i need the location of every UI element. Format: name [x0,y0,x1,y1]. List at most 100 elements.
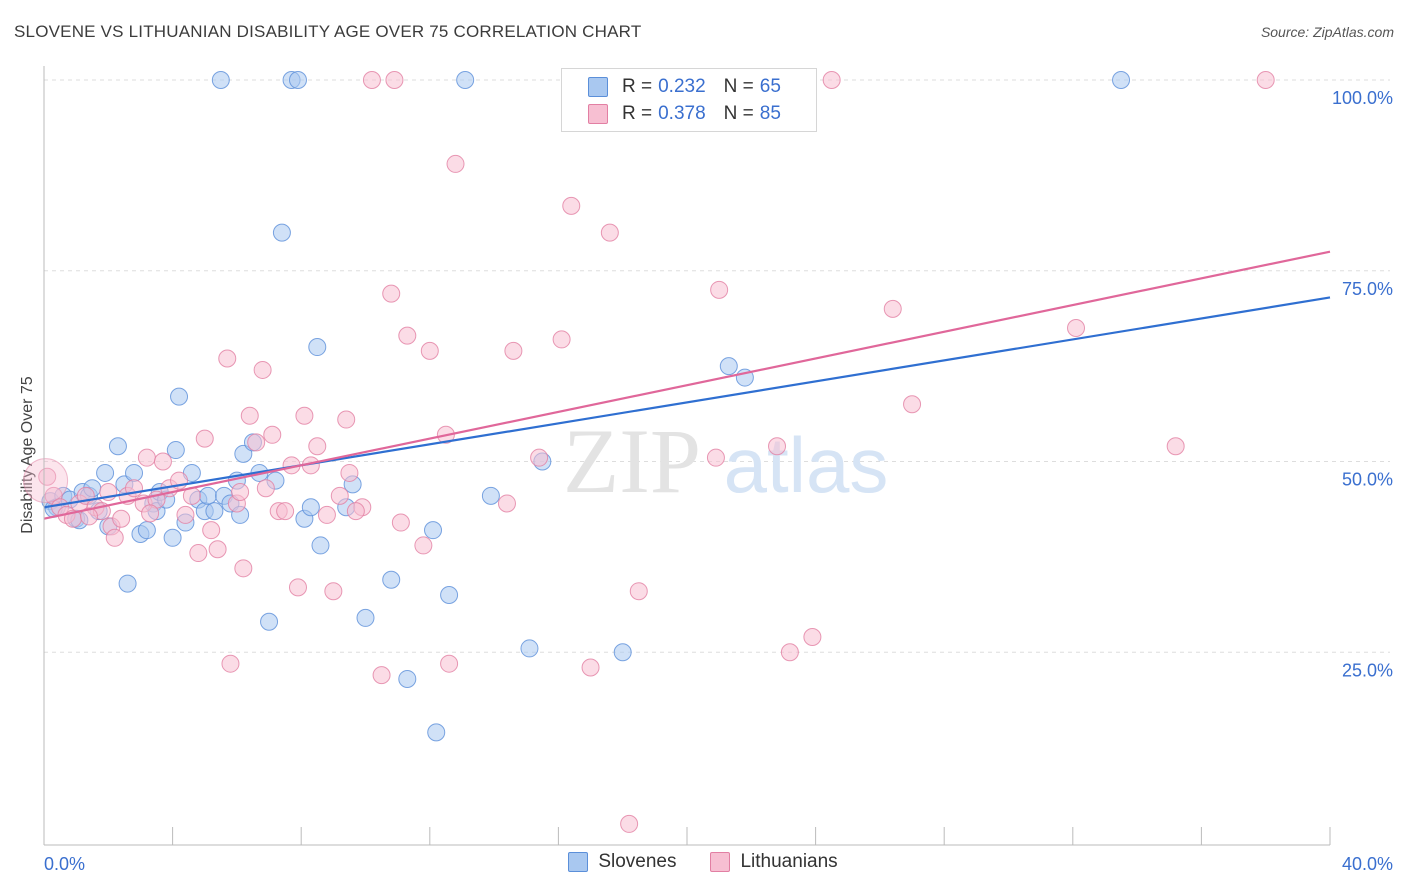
x-tick-label: 0.0% [44,854,85,874]
point-lithuanians [176,505,195,524]
point-lithuanians [620,814,639,833]
point-lithuanians [562,196,581,215]
point-slovenes [356,608,375,627]
point-slovenes [382,570,401,589]
trend-line-slovenes [43,296,1331,509]
point-lithuanians [398,326,417,345]
point-lithuanians [768,437,787,456]
legend-label-slovenes: Slovenes [598,851,677,872]
point-lithuanians [253,360,272,379]
point-lithuanians [324,582,343,601]
y-tick-label: 100.0% [1332,88,1393,108]
point-lithuanians [221,654,240,673]
point-slovenes [260,612,279,631]
legend-label-lithuanians: Lithuanians [740,851,838,872]
y-tick-label: 50.0% [1342,470,1393,490]
point-lithuanians [362,71,381,89]
point-lithuanians [391,513,410,532]
watermark-zip: ZIP [563,410,701,512]
point-slovenes [613,643,632,662]
point-slovenes [205,502,224,521]
point-lithuanians [295,406,314,425]
point-lithuanians [903,395,922,414]
point-slovenes [166,441,185,460]
point-slovenes [1112,71,1131,89]
point-slovenes [301,498,320,517]
point-slovenes [398,669,417,688]
point-lithuanians [346,502,365,521]
point-slovenes [308,338,327,357]
series-legend: Slovenes Lithuanians [0,851,1406,873]
point-lithuanians [552,330,571,349]
legend-item-slovenes[interactable]: Slovenes [568,851,676,873]
point-slovenes [481,486,500,505]
point-lithuanians [189,544,208,563]
legend-r-value: 0.232 [658,76,706,97]
point-lithuanians [385,71,404,89]
point-slovenes [311,536,330,555]
legend-swatch-slovenes [588,77,608,97]
point-lithuanians [153,452,172,471]
point-lithuanians [822,71,841,89]
point-lithuanians [504,341,523,360]
point-lithuanians-cluster [23,458,69,504]
grid-lines [44,79,1390,653]
legend-r-value: 0.378 [658,103,706,124]
legend-r-label: R = [622,76,653,97]
point-lithuanians [263,425,282,444]
point-lithuanians [38,467,57,486]
point-lithuanians [202,521,221,540]
point-slovenes [137,521,156,540]
point-lithuanians [340,463,359,482]
point-lithuanians [420,341,439,360]
point-lithuanians [446,154,465,173]
point-slovenes [520,639,539,658]
point-lithuanians [780,643,799,662]
point-lithuanians [1166,437,1185,456]
point-slovenes [719,357,738,376]
legend-r-label: R = [622,103,653,124]
point-lithuanians [195,429,214,448]
point-lithuanians [710,280,729,299]
point-slovenes [96,463,115,482]
point-slovenes [108,437,127,456]
point-lithuanians [112,509,131,528]
point-lithuanians [382,284,401,303]
y-tick-label: 25.0% [1342,660,1393,680]
point-slovenes [288,71,307,89]
point-lithuanians [218,349,237,368]
point-lithuanians [803,627,822,646]
point-lithuanians [288,578,307,597]
point-lithuanians [629,582,648,601]
axes: 25.0% 50.0% 75.0% 100.0% 0.0% 40.0% [43,66,1393,874]
point-lithuanians [337,410,356,429]
data-points [23,71,1275,833]
y-tick-label: 75.0% [1342,279,1393,299]
point-lithuanians [141,504,160,523]
point-lithuanians [440,654,459,673]
legend-swatch-lithuanians [588,104,608,124]
point-lithuanians [234,559,253,578]
trend-lines [43,250,1331,520]
source-credit: Source: ZipAtlas.com [1260,24,1394,40]
point-lithuanians [1256,71,1275,89]
legend-n-label: N = [723,76,754,97]
point-lithuanians [883,299,902,318]
point-lithuanians [105,528,124,547]
point-slovenes [170,387,189,406]
point-lithuanians [581,658,600,677]
legend-swatch-lithuanians [710,852,731,872]
point-slovenes [427,723,446,742]
legend-n-value: 65 [759,76,781,97]
point-lithuanians [256,479,275,498]
point-slovenes [211,71,230,89]
point-lithuanians [240,406,259,425]
point-lithuanians [276,502,295,521]
trend-line-lithuanians [43,250,1331,520]
point-lithuanians [137,448,156,467]
point-slovenes [456,71,475,89]
legend-item-lithuanians[interactable]: Lithuanians [710,851,838,873]
point-lithuanians [208,540,227,559]
point-lithuanians [372,666,391,685]
